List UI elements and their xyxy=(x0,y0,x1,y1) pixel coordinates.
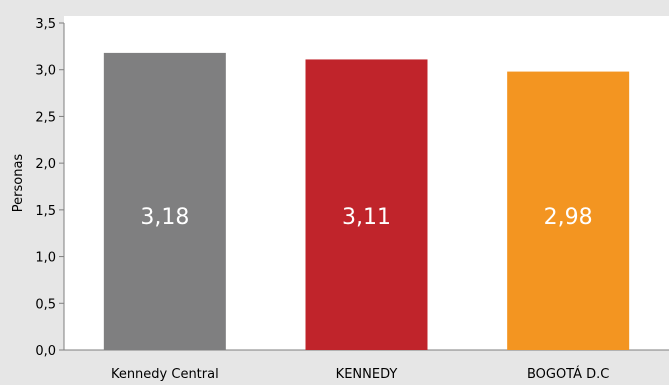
bar-value-label: 3,11 xyxy=(342,205,391,230)
y-tick-label: 0,5 xyxy=(35,297,56,312)
y-axis-label: Personas xyxy=(11,154,26,213)
x-category-label: BOGOTÁ D.C xyxy=(527,366,609,381)
bar xyxy=(103,52,226,350)
x-category-label: KENNEDY xyxy=(336,367,398,381)
bar xyxy=(305,59,428,351)
y-tick-label: 2,5 xyxy=(35,110,56,125)
bar-value-label: 3,18 xyxy=(140,205,189,230)
bar xyxy=(507,71,630,350)
y-tick-label: 1,0 xyxy=(35,251,56,266)
y-tick-label: 0,0 xyxy=(35,344,56,359)
y-tick-label: 3,0 xyxy=(35,64,56,79)
y-tick-label: 3,5 xyxy=(35,17,56,32)
x-axis-labels: Kennedy Central KENNEDY BOGOTÁ D.C xyxy=(111,366,609,382)
bar-value-label: 2,98 xyxy=(544,205,593,230)
y-axis-ticks: 0,0 0,5 1,0 1,5 2,0 2,5 3,0 3,5 xyxy=(35,17,64,359)
x-category-label: Kennedy Central xyxy=(111,367,219,381)
y-tick-label: 2,0 xyxy=(35,157,56,172)
bars-group: 3,18 3,11 2,98 xyxy=(103,52,630,351)
y-tick-label: 1,5 xyxy=(35,204,56,219)
